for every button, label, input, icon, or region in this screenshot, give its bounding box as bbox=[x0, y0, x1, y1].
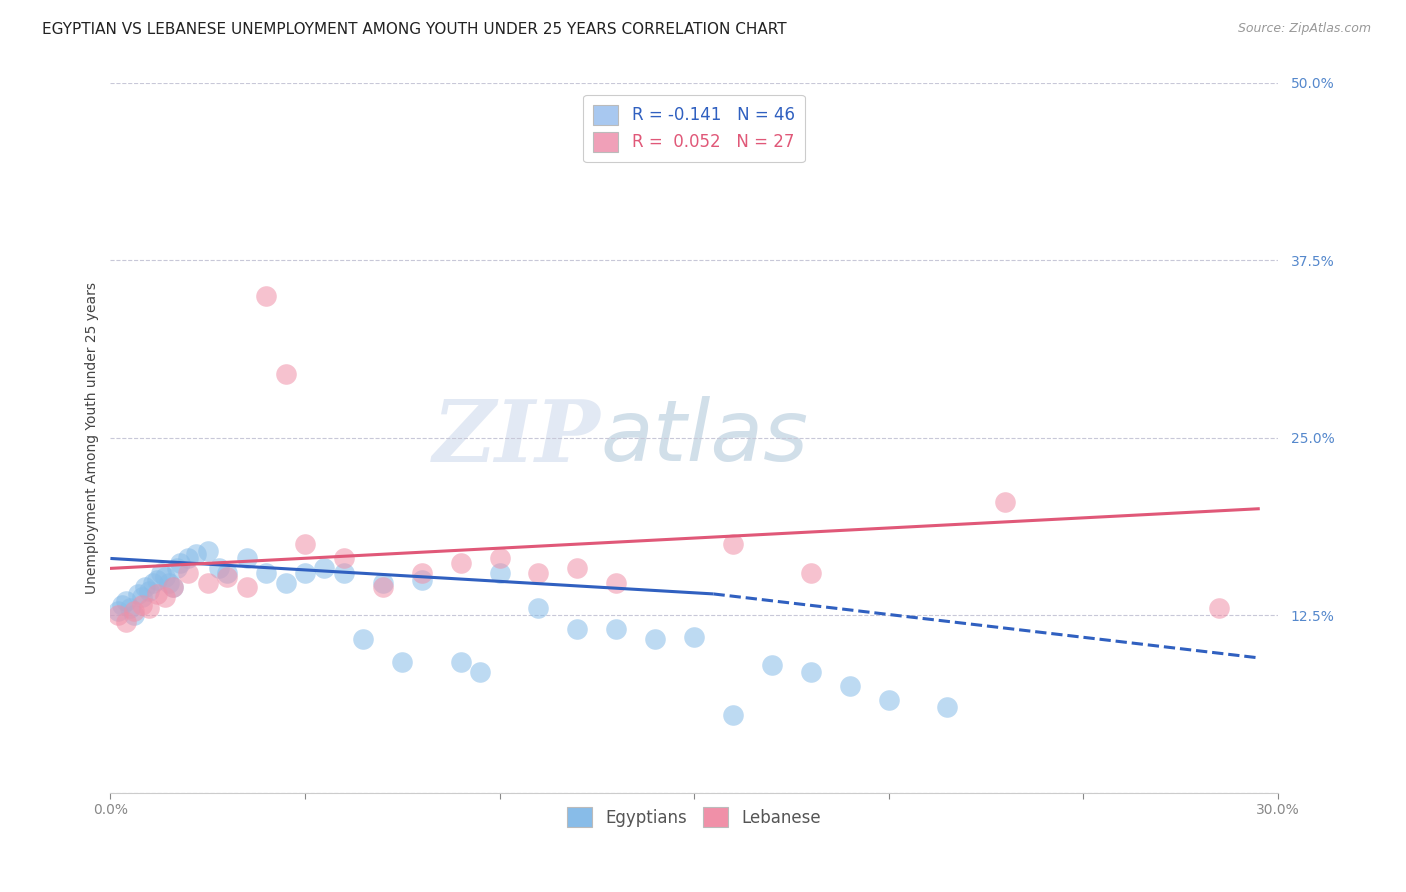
Point bbox=[107, 604, 129, 618]
Point bbox=[838, 679, 860, 693]
Point bbox=[1208, 601, 1230, 615]
Point bbox=[150, 566, 173, 580]
Point bbox=[468, 665, 491, 679]
Point bbox=[644, 632, 666, 647]
Point bbox=[134, 580, 156, 594]
Point bbox=[131, 590, 153, 604]
Point bbox=[411, 566, 433, 580]
Point bbox=[605, 575, 627, 590]
Legend: Egyptians, Lebanese: Egyptians, Lebanese bbox=[560, 800, 828, 834]
Point bbox=[567, 561, 589, 575]
Point bbox=[254, 289, 277, 303]
Point bbox=[721, 707, 744, 722]
Point bbox=[146, 573, 169, 587]
Point bbox=[333, 566, 356, 580]
Point bbox=[177, 551, 200, 566]
Point bbox=[235, 580, 257, 594]
Point bbox=[162, 580, 184, 594]
Point bbox=[371, 575, 394, 590]
Point bbox=[721, 537, 744, 551]
Point bbox=[177, 566, 200, 580]
Point bbox=[488, 551, 510, 566]
Point bbox=[217, 570, 239, 584]
Point bbox=[142, 575, 165, 590]
Point bbox=[877, 693, 900, 707]
Point bbox=[122, 608, 145, 623]
Point bbox=[994, 494, 1017, 508]
Point bbox=[166, 561, 188, 575]
Point bbox=[800, 566, 823, 580]
Point bbox=[197, 544, 219, 558]
Point bbox=[411, 573, 433, 587]
Point bbox=[527, 566, 550, 580]
Point bbox=[235, 551, 257, 566]
Point bbox=[184, 547, 207, 561]
Point bbox=[294, 566, 316, 580]
Point bbox=[131, 599, 153, 613]
Point bbox=[169, 556, 191, 570]
Point bbox=[800, 665, 823, 679]
Point bbox=[146, 587, 169, 601]
Point bbox=[115, 594, 138, 608]
Point bbox=[683, 630, 706, 644]
Point bbox=[488, 566, 510, 580]
Point bbox=[936, 700, 959, 714]
Point bbox=[217, 566, 239, 580]
Point bbox=[274, 367, 297, 381]
Point bbox=[138, 584, 160, 599]
Point bbox=[371, 580, 394, 594]
Point bbox=[761, 657, 783, 672]
Point bbox=[567, 623, 589, 637]
Point bbox=[111, 599, 134, 613]
Point bbox=[122, 604, 145, 618]
Point bbox=[527, 601, 550, 615]
Point bbox=[605, 623, 627, 637]
Point bbox=[254, 566, 277, 580]
Point bbox=[391, 655, 413, 669]
Point bbox=[153, 570, 176, 584]
Y-axis label: Unemployment Among Youth under 25 years: Unemployment Among Youth under 25 years bbox=[86, 282, 100, 594]
Point bbox=[294, 537, 316, 551]
Point bbox=[314, 561, 336, 575]
Text: EGYPTIAN VS LEBANESE UNEMPLOYMENT AMONG YOUTH UNDER 25 YEARS CORRELATION CHART: EGYPTIAN VS LEBANESE UNEMPLOYMENT AMONG … bbox=[42, 22, 787, 37]
Point bbox=[450, 556, 472, 570]
Point bbox=[115, 615, 138, 630]
Text: atlas: atlas bbox=[600, 396, 808, 479]
Point bbox=[127, 587, 149, 601]
Point bbox=[157, 575, 180, 590]
Text: Source: ZipAtlas.com: Source: ZipAtlas.com bbox=[1237, 22, 1371, 36]
Point bbox=[450, 655, 472, 669]
Point bbox=[208, 561, 231, 575]
Point bbox=[107, 608, 129, 623]
Point bbox=[197, 575, 219, 590]
Text: ZIP: ZIP bbox=[433, 396, 600, 480]
Point bbox=[274, 575, 297, 590]
Point bbox=[138, 601, 160, 615]
Point bbox=[162, 580, 184, 594]
Point bbox=[153, 590, 176, 604]
Point bbox=[118, 601, 141, 615]
Point bbox=[352, 632, 374, 647]
Point bbox=[333, 551, 356, 566]
